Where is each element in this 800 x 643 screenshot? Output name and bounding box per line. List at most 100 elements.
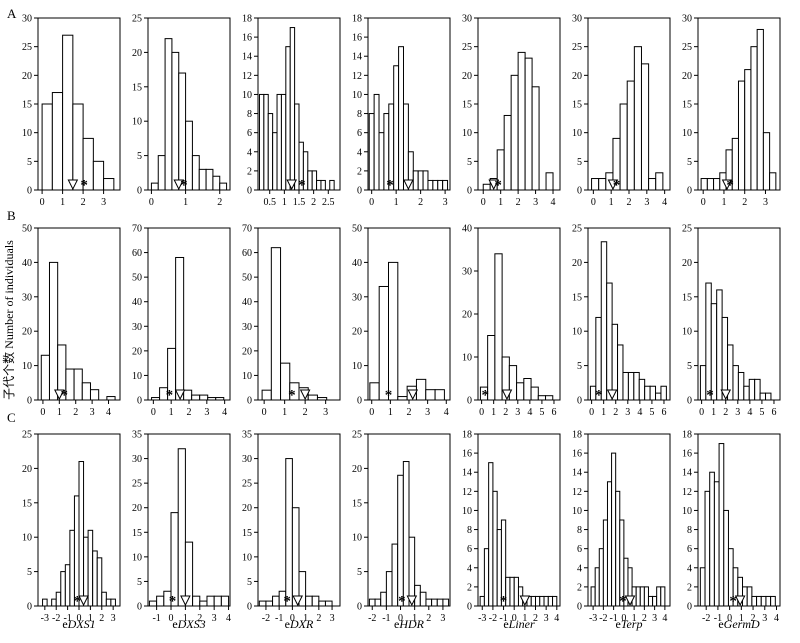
y-tick-label: 10: [572, 128, 582, 139]
y-tick-label: 14: [352, 52, 362, 63]
parent-marker-star: *: [74, 594, 82, 610]
y-tick-label: 20: [22, 464, 32, 475]
y-tick-label: 4: [247, 147, 252, 158]
histogram-bar: [280, 362, 291, 401]
histogram-bar: [615, 490, 621, 607]
y-tick-label: 10: [132, 552, 142, 563]
histogram-bar: [92, 160, 105, 191]
histogram-bar: [156, 595, 165, 607]
parent-marker-star: *: [60, 388, 68, 404]
y-tick-label: 30: [462, 267, 472, 278]
histogram-bar: [73, 495, 80, 607]
parent-marker-triangle: [407, 389, 419, 401]
x-tick-label: 2: [723, 407, 728, 418]
y-tick-label: 10: [572, 506, 582, 517]
histogram-bar: [619, 103, 628, 191]
parent-marker-triangle: [286, 179, 297, 191]
histogram-bar: [110, 598, 116, 607]
histogram-bar: [530, 386, 539, 401]
y-tick-label: 14: [682, 468, 692, 479]
y-tick-label: 5: [577, 157, 582, 168]
x-tick-label: 2: [751, 613, 756, 624]
x-tick-label: 2: [642, 613, 647, 624]
histogram-bar: [270, 247, 282, 401]
x-tick-label: 2: [407, 407, 412, 418]
histogram-bar: [704, 490, 711, 607]
column-label-gene: HDR: [398, 617, 424, 631]
parent-marker-star: *: [386, 178, 394, 194]
y-tick-label: 20: [462, 71, 472, 82]
histogram-bar: [101, 591, 107, 607]
histogram-bar: [737, 371, 745, 401]
y-tick-label: 5: [687, 361, 692, 372]
x-tick-label: 1: [601, 407, 606, 418]
histogram-bar: [276, 93, 282, 191]
histogram-bar: [482, 183, 491, 191]
histogram-bar: [434, 389, 445, 401]
y-tick-label: 0: [577, 186, 582, 197]
histogram-bar: [272, 595, 280, 607]
y-tick-label: 6: [467, 544, 472, 555]
column-label-dxs1: eDXS1: [62, 617, 95, 631]
y-tick-label: 10: [242, 90, 252, 101]
histogram-bar: [713, 481, 720, 607]
x-tick-label: -2: [489, 613, 497, 624]
histogram-bar: [298, 571, 307, 607]
histogram-bar: [422, 170, 429, 191]
y-tick-label: 0: [467, 186, 472, 197]
x-tick-label: 2: [187, 407, 192, 418]
x-tick-label: 6: [771, 407, 776, 418]
y-tick-label: 4: [577, 563, 582, 574]
x-tick-label: 1: [412, 613, 417, 624]
x-tick-label: 1: [57, 407, 62, 418]
histogram-bar: [316, 397, 328, 401]
histogram-bar: [639, 586, 645, 607]
x-tick-label: 2: [311, 197, 316, 208]
histogram-bar: [397, 396, 408, 401]
y-tick-label: 70: [132, 224, 142, 235]
y-tick-label: 50: [22, 224, 32, 235]
x-tick-label: 2: [81, 197, 86, 208]
x-tick-label: 0: [589, 407, 594, 418]
histogram-bar: [385, 571, 393, 607]
y-tick-label: 35: [132, 430, 142, 441]
parent-marker-star: *: [180, 178, 188, 194]
panel-frame: [147, 227, 231, 401]
histogram-bar: [380, 591, 387, 607]
parent-marker-triangle: [403, 179, 414, 191]
histogram-bar: [150, 182, 159, 191]
x-tick-label: 3: [111, 613, 116, 624]
histogram-bar: [157, 155, 166, 191]
histogram-bar: [199, 394, 209, 401]
histogram-bar: [81, 382, 91, 401]
parent-marker-triangle: [501, 389, 513, 401]
parent-marker-star: *: [595, 388, 603, 404]
x-tick-label: 0: [169, 613, 174, 624]
histogram-bar: [523, 378, 532, 401]
y-tick-label: 10: [132, 371, 142, 382]
x-tick-label: 0: [701, 197, 706, 208]
histogram-bar: [55, 591, 62, 607]
y-tick-label: 10: [352, 361, 362, 372]
histogram-panel-b-4: 0 10 20 30 40 50 0 1 2 3 4 *: [352, 224, 451, 418]
column-label-dxr: eDXR: [285, 617, 314, 631]
x-tick-label: 1: [522, 613, 527, 624]
y-tick-label: 15: [462, 100, 472, 111]
histogram-bar: [311, 170, 318, 191]
y-tick-label: 20: [22, 71, 32, 82]
y-tick-label: 40: [462, 224, 472, 235]
y-tick-label: 12: [242, 71, 252, 82]
histogram-bar: [219, 182, 228, 191]
y-tick-label: 20: [572, 258, 582, 269]
y-tick-label: 6: [577, 544, 582, 555]
histogram-bar: [762, 132, 771, 191]
histogram-bar: [751, 595, 758, 607]
histogram-bar: [436, 598, 444, 607]
y-tick-label: 12: [352, 71, 362, 82]
histogram-bar: [611, 452, 617, 607]
x-tick-label: 6: [661, 407, 666, 418]
histogram-bar: [716, 289, 723, 401]
y-tick-label: 25: [462, 42, 472, 53]
histogram-bar: [412, 170, 419, 191]
